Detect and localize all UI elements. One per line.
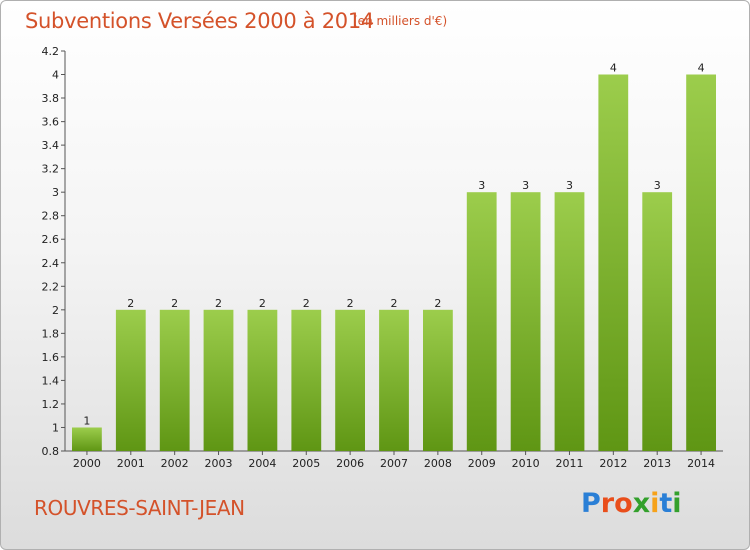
y-tick-label: 1.2: [42, 398, 60, 411]
x-tick-label: 2008: [424, 457, 452, 470]
bar: [510, 192, 541, 451]
axes: 0.8 1 1.2 1.4 1.6 1.8 2 2.2 2.4 2.6 2.8 3 3.2 3.4 3.6 3…: [42, 45, 723, 470]
bar: [115, 309, 146, 451]
bar: [291, 309, 322, 451]
x-tick-label: 2011: [555, 457, 583, 470]
y-tick-label: 1.4: [42, 374, 60, 387]
y-tick-label: 0.8: [42, 445, 60, 458]
logo-letter: r: [600, 488, 615, 519]
y-tick-label: 1.6: [42, 351, 60, 364]
y-tick-label: 3.8: [42, 92, 60, 105]
x-tick-label: 2000: [73, 457, 101, 470]
y-tick-label: 2.4: [42, 257, 60, 270]
data-label: 3: [522, 179, 529, 192]
y-tick-label: 2.2: [42, 280, 60, 293]
y-tick-label: 2.8: [42, 210, 60, 223]
x-tick-label: 2012: [599, 457, 627, 470]
x-tick-label: 2005: [292, 457, 320, 470]
data-label: 4: [610, 62, 617, 75]
logo-letter: i: [650, 488, 660, 519]
chart-title: Subventions Versées 2000 à 2014: [25, 9, 374, 33]
bar: [159, 309, 190, 451]
place-name: ROUVRES-SAINT-JEAN: [34, 496, 245, 520]
y-tick-label: 2.6: [42, 233, 60, 246]
y-tick-label: 1: [52, 421, 59, 434]
bar: [554, 192, 585, 451]
bar: [466, 192, 497, 451]
x-tick-label: 2006: [336, 457, 364, 470]
x-tick-label: 2001: [117, 457, 145, 470]
proxiti-logo: Proxiti: [581, 488, 682, 519]
data-label: 4: [698, 62, 705, 75]
data-label: 2: [171, 297, 178, 310]
data-label: 3: [566, 179, 573, 192]
x-tick-label: 2002: [161, 457, 189, 470]
x-tick-label: 2004: [248, 457, 276, 470]
y-tick-label: 3.4: [42, 139, 60, 152]
bar: [598, 74, 629, 451]
bar: [335, 309, 365, 451]
y-tick-label: 2: [52, 304, 59, 317]
logo-letter: t: [659, 488, 673, 519]
y-tick-label: 1.8: [42, 327, 60, 340]
x-tick-label: 2007: [380, 457, 408, 470]
data-label: 1: [83, 414, 90, 427]
data-label: 2: [391, 297, 398, 310]
bar: [423, 309, 453, 451]
logo-letter: x: [632, 488, 651, 519]
bar: [203, 309, 234, 451]
x-tick-label: 2003: [205, 457, 233, 470]
x-tick-label: 2013: [643, 457, 671, 470]
bar: [72, 427, 102, 451]
data-labels: 1 2 2 2 2 2 2 2 2 3 3 3 4 3 4: [83, 62, 704, 428]
logo-letter: o: [614, 488, 633, 519]
bar: [686, 74, 716, 451]
y-tick-label: 3.2: [42, 163, 60, 176]
bar: [247, 309, 278, 451]
bar: [642, 192, 673, 451]
bars: [72, 74, 716, 451]
logo-letter: i: [672, 488, 682, 519]
logo-letter: P: [581, 488, 601, 519]
y-tick-label: 3: [52, 186, 59, 199]
y-tick-label: 4.2: [42, 45, 60, 58]
data-label: 2: [434, 297, 441, 310]
data-label: 2: [303, 297, 310, 310]
bar: [379, 309, 409, 451]
data-label: 3: [654, 179, 661, 192]
data-label: 2: [259, 297, 266, 310]
y-tick-label: 3.6: [42, 116, 60, 129]
x-tick-label: 2014: [687, 457, 715, 470]
x-tick-label: 2010: [512, 457, 540, 470]
data-label: 2: [347, 297, 354, 310]
y-tick-label: 4: [52, 69, 59, 82]
data-label: 2: [215, 297, 222, 310]
unit-label: (en milliers d'€): [353, 14, 448, 28]
data-label: 3: [478, 179, 485, 192]
data-label: 2: [127, 297, 134, 310]
x-tick-label: 2009: [468, 457, 496, 470]
